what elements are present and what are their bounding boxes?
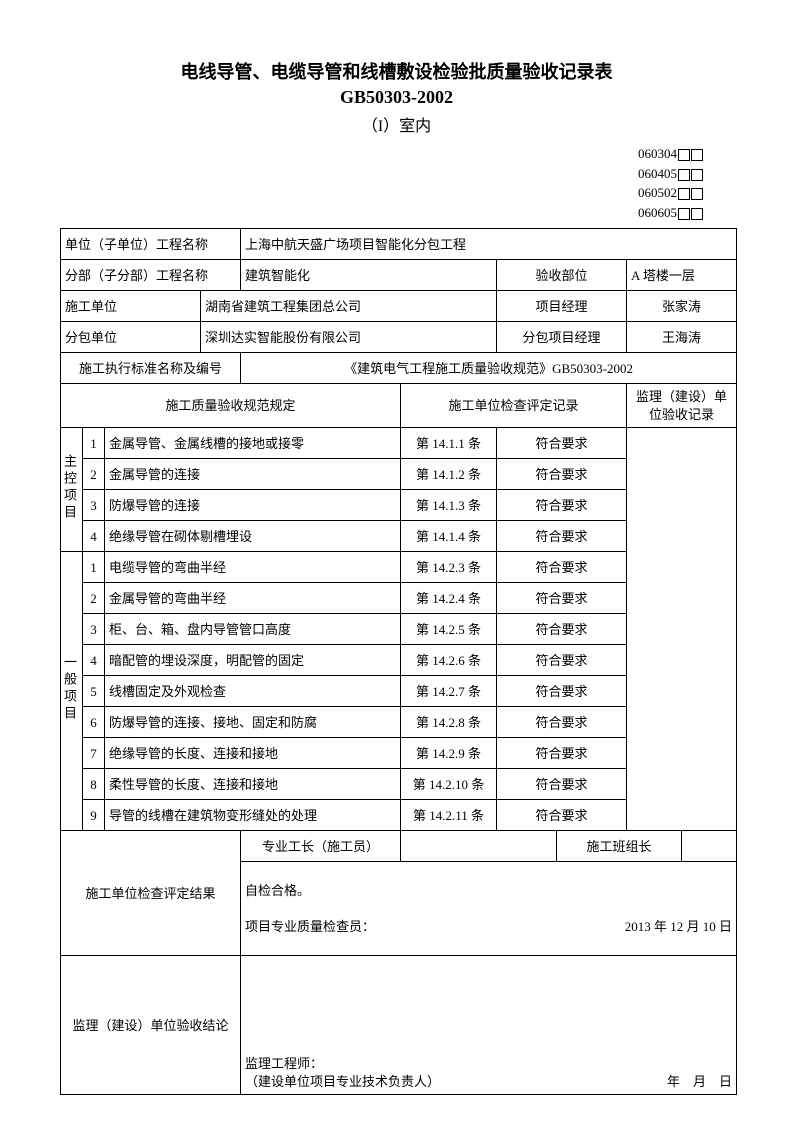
sup-result-label: 监理（建设）单位验收结论 [61,956,241,1095]
std-value: 《建筑电气工程施工质量验收规范》GB50303-2002 [241,353,737,384]
col-check: 施工单位检查评定记录 [401,384,627,428]
unit-value: 上海中航天盛广场项目智能化分包工程 [241,229,737,260]
sup-record-cell [627,428,737,831]
form-table: 单位（子单位）工程名称 上海中航天盛广场项目智能化分包工程 分部（子分部）工程名… [60,228,737,1095]
col-spec: 施工质量验收规范规定 [61,384,401,428]
subpm-value: 王海涛 [627,322,737,353]
subcon-label: 分包单位 [61,322,201,353]
title-line-2: GB50303-2002 [60,85,733,110]
construct-value: 湖南省建筑工程集团总公司 [201,291,497,322]
construct-label: 施工单位 [61,291,201,322]
self-result-body: 自检合格。 项目专业质量检查员： 2013 年 12 月 10 日 [241,862,737,956]
subtitle: （I）室内 [60,112,733,136]
accept-part-value: A 塔楼一层 [627,260,737,291]
self-result-label: 施工单位检查评定结果 [61,831,241,956]
foreman-label: 专业工长（施工员） [241,831,401,862]
table-row: 1 [83,428,105,459]
std-label: 施工执行标准名称及编号 [61,353,241,384]
subcon-value: 深圳达实智能股份有限公司 [201,322,497,353]
team-leader-label: 施工班组长 [557,831,682,862]
sub-value: 建筑智能化 [241,260,497,291]
subpm-label: 分包项目经理 [497,322,627,353]
unit-label: 单位（子单位）工程名称 [61,229,241,260]
sup-result-body: 监理工程师： （建设单位项目专业技术负责人） 年 月 日 [241,956,737,1095]
group-main: 主控项目 [61,428,83,552]
accept-part-label: 验收部位 [497,260,627,291]
pm-label: 项目经理 [497,291,627,322]
team-leader-value [682,831,737,862]
foreman-value [401,831,557,862]
pm-value: 张家涛 [627,291,737,322]
code-list: 060304 060405 060502 060605 [60,144,703,222]
col-sup: 监理（建设）单位验收记录 [627,384,737,428]
sub-label: 分部（子分部）工程名称 [61,260,241,291]
group-general: 一般项目 [61,552,83,831]
title-line-1: 电线导管、电缆导管和线槽敷设检验批质量验收记录表 [60,60,733,85]
